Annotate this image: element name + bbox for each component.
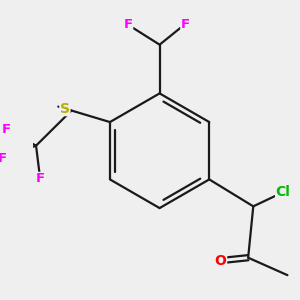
- Text: S: S: [60, 102, 70, 116]
- Text: F: F: [0, 152, 7, 165]
- Text: O: O: [215, 254, 226, 268]
- Text: F: F: [124, 18, 133, 31]
- Text: F: F: [181, 18, 190, 31]
- Text: Cl: Cl: [276, 185, 290, 199]
- Text: F: F: [2, 123, 11, 136]
- Text: F: F: [36, 172, 45, 185]
